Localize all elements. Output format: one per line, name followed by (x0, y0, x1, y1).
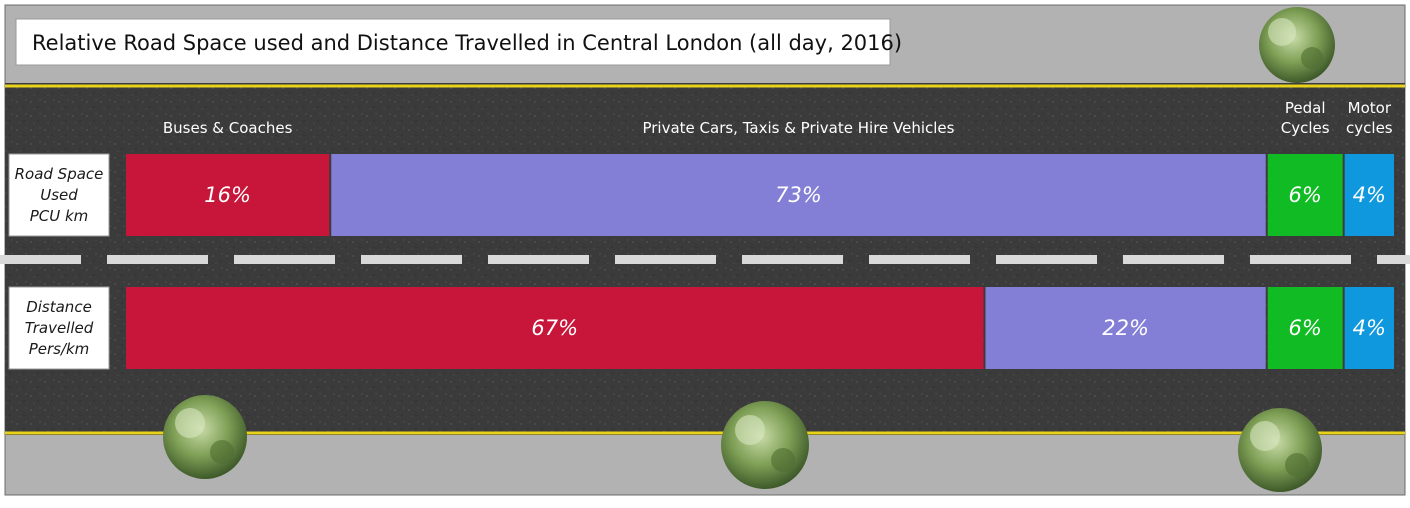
row-label: Road Space Used PCU km (15, 165, 104, 225)
tree-icon (1259, 7, 1335, 83)
data-label: 67% (531, 316, 578, 340)
data-label: 73% (775, 183, 822, 207)
bar-segment (331, 154, 1266, 236)
lane-dash (361, 255, 462, 264)
lane-dash (742, 255, 843, 264)
lane-divider (0, 255, 1410, 264)
bar-segment (1267, 154, 1343, 236)
data-label: 22% (1102, 316, 1149, 340)
data-label: 16% (204, 183, 251, 207)
bar-segment (985, 287, 1266, 369)
legend-label: Private Cars, Taxis & Private Hire Vehic… (642, 119, 954, 137)
data-label: 4% (1353, 183, 1386, 207)
data-label: 4% (1353, 316, 1386, 340)
lane-dash (107, 255, 208, 264)
bar-segment (126, 154, 330, 236)
lane-dash (488, 255, 589, 264)
legend-label: Motor cycles (1346, 99, 1393, 137)
lane-dash (0, 255, 81, 264)
chart-title: Relative Road Space used and Distance Tr… (32, 31, 902, 55)
lane-dash (1250, 255, 1351, 264)
row-label: Distance Travelled Pers/km (25, 298, 94, 358)
data-label: 6% (1289, 183, 1322, 207)
legend-label: Buses & Coaches (163, 119, 293, 137)
lane-dash (1123, 255, 1224, 264)
tree-icon (163, 395, 247, 479)
bar-segment (126, 287, 984, 369)
row-label-box (8, 153, 110, 237)
bar-segment (1267, 287, 1343, 369)
title-box (15, 18, 891, 66)
bar-segment (1344, 287, 1394, 369)
chart-bars: 16% 73% 6% 4% Road Space Used PCU km 67% 22% 6% 4%… (8, 99, 1394, 370)
lane-dash (234, 255, 335, 264)
lane-dash (1377, 255, 1410, 264)
row-label-box (8, 286, 110, 370)
lane-dash (869, 255, 970, 264)
lane-dash (996, 255, 1097, 264)
tree-icon (1238, 408, 1322, 492)
legend-label: Pedal Cycles (1281, 99, 1330, 137)
tree-icon (721, 401, 809, 489)
lane-dash (615, 255, 716, 264)
data-label: 6% (1289, 316, 1322, 340)
bar-segment (1344, 154, 1394, 236)
